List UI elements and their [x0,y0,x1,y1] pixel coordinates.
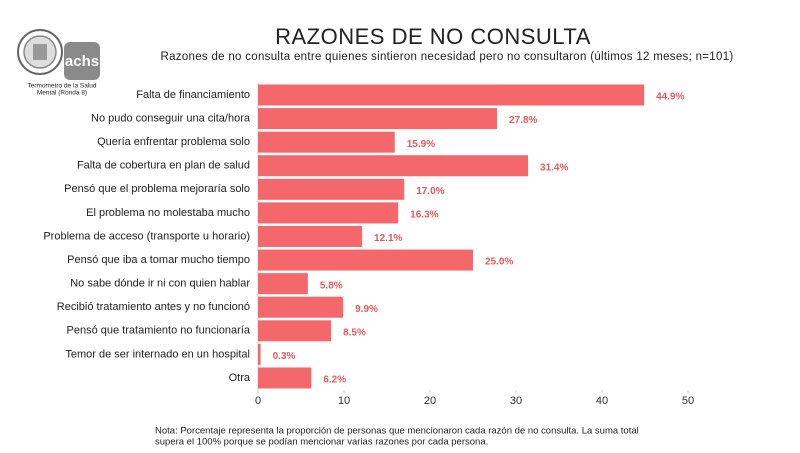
value-label: 12.1% [374,233,402,244]
value-label: 44.9% [656,92,684,103]
y-tick-label: Otra [229,372,251,384]
bar [258,178,405,200]
note: Nota: Porcentaje representa la proporció… [155,426,639,437]
value-label: 6.2% [323,375,346,386]
bar [258,84,645,106]
bar [258,273,308,295]
y-tick-label: Pensó que el problema mejoraría solo [64,183,250,195]
logo-caption: Mental (Ronda 8) [37,90,87,97]
bar [258,343,261,365]
value-label: 25.0% [485,257,513,268]
bar [258,367,312,389]
value-label: 27.8% [509,115,537,126]
y-tick-label: No sabe dónde ir ni con quien hablar [70,278,250,290]
bar [258,108,498,130]
bar [258,225,363,247]
bar [258,296,344,318]
y-tick-label: Problema de acceso (transporte u horario… [43,230,250,242]
brand-text: achs [65,53,99,70]
y-tick-label: Falta de financiamiento [136,89,250,101]
note: supera el 100% porque se podían menciona… [155,437,488,448]
x-tick-label: 0 [255,395,261,407]
value-label: 16.3% [410,210,438,221]
value-label: 17.0% [416,186,444,197]
x-tick-label: 50 [682,395,694,407]
y-tick-label: Pensó que iba a tomar mucho tiempo [67,254,250,266]
value-label: 15.9% [407,139,435,150]
bar [258,155,529,177]
y-tick-label: Temor de ser internado en un hospital [65,348,250,360]
y-tick-label: Pensó que tratamiento no funcionaría [67,325,251,337]
logo-caption: Termometro de la Salud [27,83,96,90]
value-label: 9.9% [355,304,378,315]
y-tick-label: Quería enfrentar problema solo [97,136,250,148]
value-label: 5.8% [320,280,343,291]
brand-logo [64,42,100,80]
bar [258,320,332,342]
bar [258,202,399,224]
y-tick-label: No pudo conseguir una cita/hora [91,112,251,124]
y-tick-label: El problema no molestaba mucho [86,207,250,219]
value-label: 8.5% [343,327,366,338]
x-tick-label: 40 [596,395,608,407]
x-tick-label: 20 [424,395,436,407]
y-tick-label: Recibió tratamiento antes y no funcionó [57,301,250,313]
bar [258,131,395,153]
y-tick-label: Falta de cobertura en plan de salud [77,160,250,172]
value-label: 0.3% [273,351,296,362]
value-label: 31.4% [540,162,568,173]
seal-logo [17,29,63,75]
chart-title: RAZONES DE NO CONSULTA [275,24,591,49]
x-tick-label: 10 [338,395,350,407]
bar [258,249,473,271]
x-tick-label: 30 [510,395,522,407]
chart-subtitle: Razones de no consulta entre quienes sin… [160,51,733,63]
